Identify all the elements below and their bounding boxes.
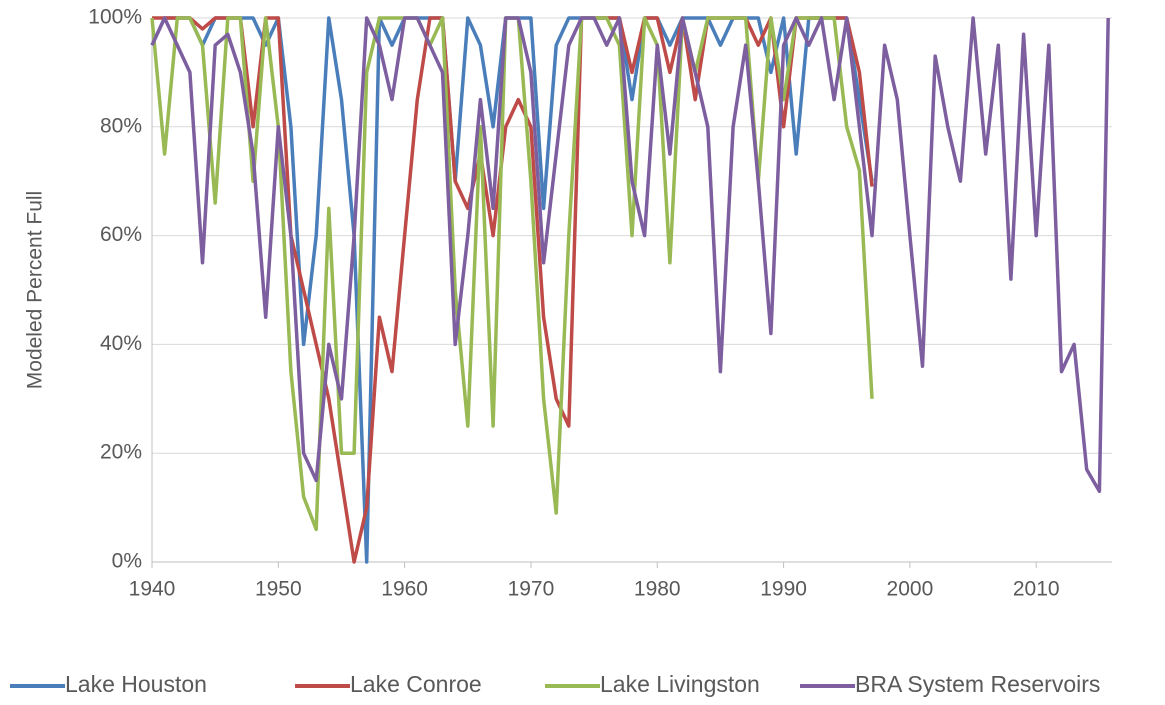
x-tick-label: 1950 [255,578,302,601]
y-tick-label: 0% [112,550,142,573]
x-tick-label: 1940 [129,578,176,601]
y-tick-label: 80% [100,114,142,137]
y-tick-label: 40% [100,332,142,355]
x-tick-label: 2000 [887,578,934,601]
series-line [152,16,874,564]
legend-label: Lake Livingston [600,671,760,697]
series-line [150,16,874,532]
x-tick-label: 1980 [634,578,681,601]
legend-label: Lake Conroe [350,671,482,697]
legend-label: Lake Houston [65,671,207,697]
x-tick-label: 1970 [508,578,555,601]
legend-label: BRA System Reservoirs [855,671,1100,697]
x-tick-label: 1960 [381,578,428,601]
x-tick-label: 2010 [1013,578,1060,601]
y-tick-label: 60% [100,223,142,246]
y-axis-label: Modeled Percent Full [24,191,47,389]
y-tick-label: 20% [100,441,142,464]
x-tick-label: 1990 [760,578,807,601]
y-tick-label: 100% [88,6,142,29]
series-line [150,16,1110,494]
